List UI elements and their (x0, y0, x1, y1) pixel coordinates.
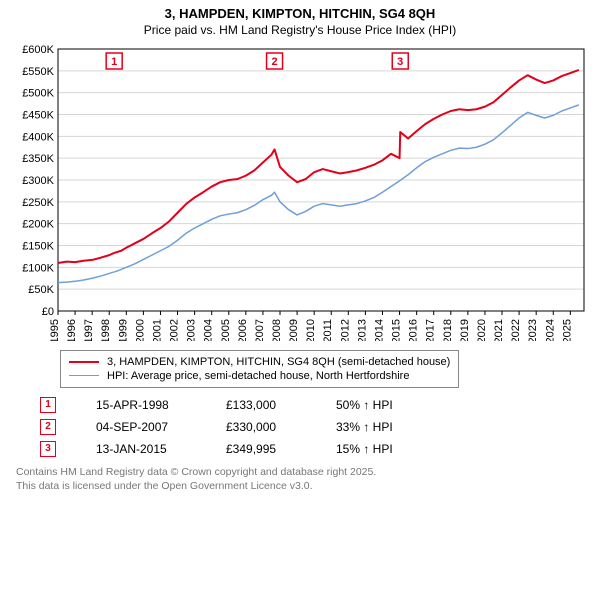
svg-text:2024: 2024 (544, 319, 556, 341)
footer-line-2: This data is licensed under the Open Gov… (16, 480, 590, 494)
svg-text:2014: 2014 (373, 319, 385, 341)
svg-text:1998: 1998 (100, 319, 112, 341)
svg-text:2: 2 (271, 56, 277, 68)
svg-text:£50K: £50K (28, 284, 54, 296)
svg-text:2021: 2021 (493, 319, 505, 341)
svg-text:2003: 2003 (186, 319, 198, 341)
svg-text:£200K: £200K (22, 219, 54, 231)
sale-price: £330,000 (226, 420, 296, 434)
svg-text:1995: 1995 (49, 319, 61, 341)
line-chart-svg: £0 £50K £100K £150K £200K £250K £300K £350K £400… (10, 41, 590, 341)
chart-legend: 3, HAMPDEN, KIMPTON, HITCHIN, SG4 8QH (s… (60, 350, 459, 388)
sale-hpi-delta: 33% ↑ HPI (336, 420, 426, 434)
sale-marker-icon: 2 (40, 419, 56, 435)
sale-price: £349,995 (226, 442, 296, 456)
svg-text:1997: 1997 (83, 319, 95, 341)
svg-text:£250K: £250K (22, 197, 54, 209)
legend-row: HPI: Average price, semi-detached house,… (69, 369, 450, 383)
attribution-footer: Contains HM Land Registry data © Crown c… (16, 466, 590, 493)
chart-container: 3, HAMPDEN, KIMPTON, HITCHIN, SG4 8QH Pr… (0, 0, 600, 590)
svg-text:2001: 2001 (151, 319, 163, 341)
svg-text:2005: 2005 (220, 319, 232, 341)
svg-text:£100K: £100K (22, 262, 54, 274)
svg-text:2013: 2013 (356, 319, 368, 341)
sale-row: 3 13-JAN-2015 £349,995 15% ↑ HPI (40, 438, 590, 460)
chart-subtitle: Price paid vs. HM Land Registry's House … (10, 23, 590, 37)
svg-text:2006: 2006 (237, 319, 249, 341)
sale-hpi-delta: 15% ↑ HPI (336, 442, 426, 456)
svg-text:2011: 2011 (322, 319, 334, 341)
legend-label: 3, HAMPDEN, KIMPTON, HITCHIN, SG4 8QH (s… (107, 356, 450, 368)
svg-text:2017: 2017 (425, 319, 437, 341)
footer-line-1: Contains HM Land Registry data © Crown c… (16, 466, 590, 480)
svg-text:2023: 2023 (527, 319, 539, 341)
sale-date: 13-JAN-2015 (96, 442, 186, 456)
svg-text:2000: 2000 (134, 319, 146, 341)
svg-text:2004: 2004 (203, 319, 215, 341)
svg-text:£350K: £350K (22, 153, 54, 165)
svg-text:£450K: £450K (22, 109, 54, 121)
svg-text:2010: 2010 (305, 319, 317, 341)
svg-text:£500K: £500K (22, 88, 54, 100)
sale-date: 15-APR-1998 (96, 398, 186, 412)
svg-text:£550K: £550K (22, 66, 54, 78)
legend-row: 3, HAMPDEN, KIMPTON, HITCHIN, SG4 8QH (s… (69, 355, 450, 369)
sale-hpi-delta: 50% ↑ HPI (336, 398, 426, 412)
svg-text:£150K: £150K (22, 240, 54, 252)
sale-marker-icon: 1 (40, 397, 56, 413)
sales-table: 1 15-APR-1998 £133,000 50% ↑ HPI 2 04-SEP-200… (40, 394, 590, 460)
svg-text:2009: 2009 (288, 319, 300, 341)
sale-marker-icon: 3 (40, 441, 56, 457)
svg-text:£600K: £600K (22, 44, 54, 56)
svg-text:£400K: £400K (22, 131, 54, 143)
chart-title: 3, HAMPDEN, KIMPTON, HITCHIN, SG4 8QH (10, 6, 590, 23)
svg-text:1996: 1996 (66, 319, 78, 341)
svg-text:3: 3 (397, 56, 403, 68)
svg-text:2016: 2016 (408, 319, 420, 341)
svg-text:2025: 2025 (561, 319, 573, 341)
svg-text:2015: 2015 (391, 319, 403, 341)
svg-text:2018: 2018 (442, 319, 454, 341)
legend-swatch (69, 361, 99, 363)
svg-text:2007: 2007 (254, 319, 266, 341)
sale-price: £133,000 (226, 398, 296, 412)
sale-row: 1 15-APR-1998 £133,000 50% ↑ HPI (40, 394, 590, 416)
svg-text:£300K: £300K (22, 175, 54, 187)
svg-text:2019: 2019 (459, 319, 471, 341)
svg-text:1999: 1999 (117, 319, 129, 341)
svg-text:2008: 2008 (271, 319, 283, 341)
svg-text:2002: 2002 (169, 319, 181, 341)
svg-text:2012: 2012 (339, 319, 351, 341)
svg-text:1: 1 (111, 56, 117, 68)
sale-date: 04-SEP-2007 (96, 420, 186, 434)
svg-text:2022: 2022 (510, 319, 522, 341)
chart-plot-area: £0 £50K £100K £150K £200K £250K £300K £350K £400… (10, 41, 590, 346)
legend-label: HPI: Average price, semi-detached house,… (107, 370, 409, 382)
legend-swatch (69, 375, 99, 376)
sale-row: 2 04-SEP-2007 £330,000 33% ↑ HPI (40, 416, 590, 438)
svg-text:£0: £0 (42, 306, 54, 318)
svg-text:2020: 2020 (476, 319, 488, 341)
